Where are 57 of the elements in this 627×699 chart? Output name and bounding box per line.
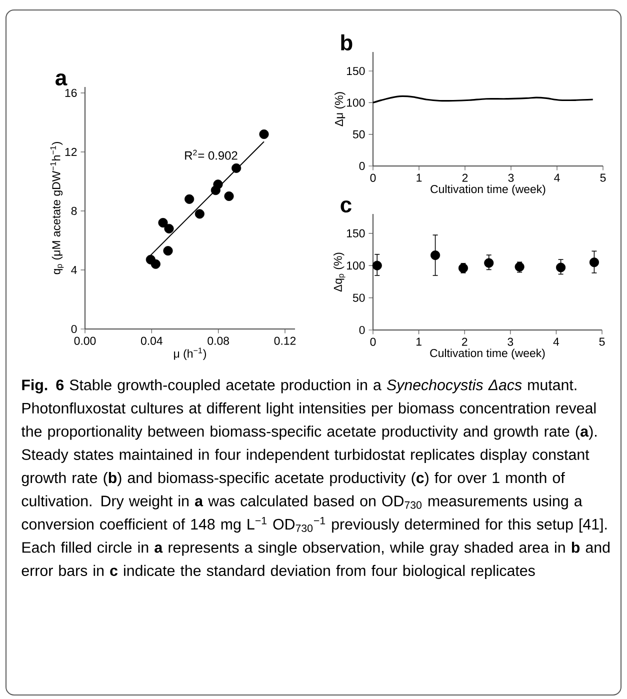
x-tick-label: 0.08: [208, 336, 229, 345]
annotation: R$^{2}$= 0.902: [185, 150, 238, 160]
point: [430, 250, 440, 260]
y-tick-label: 12: [65, 148, 77, 156]
point: [259, 129, 269, 139]
point: [194, 209, 204, 219]
y-tick-label: 0: [71, 324, 77, 334]
point: [232, 163, 242, 173]
x-tick-label: 2: [462, 174, 468, 182]
point: [484, 258, 494, 268]
x-tick-label: 2: [462, 338, 468, 346]
y-axis-title: Δq$_{p}$ (%): [334, 252, 346, 292]
x-tick-label: 0: [370, 338, 376, 346]
y-tick-label: 100: [346, 98, 365, 107]
x-tick-label: 1: [416, 338, 422, 346]
point: [184, 194, 194, 204]
point: [589, 258, 600, 268]
chart-title: c: [340, 200, 352, 213]
y-tick-label: 8: [71, 206, 77, 215]
x-tick-label: 1: [416, 174, 422, 182]
x-tick-label: 4: [553, 338, 560, 346]
x-tick-label: 0.00: [74, 336, 96, 345]
y-axis-title: Δμ (%): [334, 92, 346, 126]
point: [556, 262, 566, 272]
x-axis-title: Cultivation time (week): [430, 184, 546, 196]
point: [514, 262, 524, 272]
y-tick-label: 50: [352, 130, 365, 138]
point: [158, 218, 168, 228]
y-tick-label: 4: [71, 266, 77, 274]
point: [163, 246, 173, 256]
chart-title: b: [341, 34, 352, 50]
x-tick-label: 4: [554, 174, 560, 182]
y-axis-title: q$_{p}$ (μM acetate gDW$^{−1}$h$^{−1}$): [50, 142, 64, 274]
y-tick-label: 100: [346, 261, 365, 270]
x-tick-label: 0.04: [140, 336, 162, 345]
line-series: [372, 95, 594, 104]
y-tick-label: 150: [346, 66, 365, 76]
x-tick-label: 0.12: [274, 336, 296, 345]
chart-title: a: [56, 73, 68, 86]
point: [372, 260, 382, 270]
point: [224, 191, 234, 201]
x-axis-title: μ (h$^{−1}$): [174, 348, 206, 360]
y-tick-label: 0: [359, 162, 365, 170]
x-tick-label: 3: [508, 338, 514, 346]
point: [150, 259, 160, 269]
y-tick-label: 16: [65, 88, 77, 97]
y-tick-label: 150: [346, 229, 365, 238]
y-tick-label: 50: [352, 294, 365, 302]
y-tick-label: 0: [359, 326, 365, 334]
x-axis-title: Cultivation time (week): [430, 348, 545, 360]
text: Fig. 6 Stable growth-coupled acetate production in a Synechocystis Δacs mutant. Photonfluxostat cultures at different light intensities per biomass concentration reveal the proportionality between biomass-specific acetate productivity and growth rate (a). Steady states maintained in four independent turbidostat replicates display constant growth rate (b) and biomass-specific acetate productivity (c) for over 1 month of cultivation. Dry weight in a was calculated based on OD$_{730}$ measurements using a conversion coefficient of 148 mg L$^{−1}$ OD$_{730}$$^{−1}$ previously determined for this setup [41]. Each filled circle in a represents a single observation, while gray shaded area in b and error bars in c indicate the standard deviation from four biological replicates: [21, 379, 610, 580]
x-tick-label: 5: [600, 174, 606, 182]
x-tick-label: 3: [508, 174, 514, 182]
x-tick-label: 0: [370, 174, 376, 182]
x-tick-label: 5: [599, 338, 605, 346]
point: [164, 224, 174, 234]
point: [213, 180, 223, 190]
